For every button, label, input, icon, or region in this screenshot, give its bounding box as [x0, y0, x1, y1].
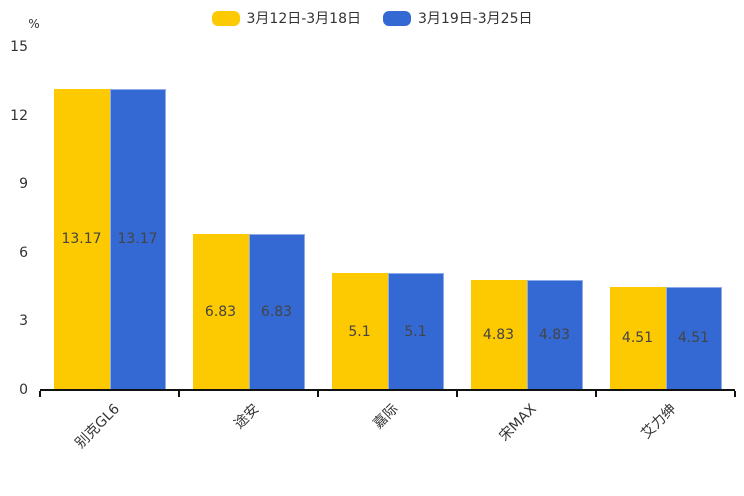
legend-item-week1[interactable]: 3月12日-3月18日: [211, 8, 362, 28]
legend-label-week1: 3月12日-3月18日: [246, 11, 362, 27]
bar-value-label: 4.83: [482, 326, 515, 343]
legend-label-week2: 3月19日-3月25日: [418, 11, 533, 27]
bar-value-label: 4.51: [621, 330, 654, 347]
plot-area: 13.17 13.17 6.83 6.83 5.1 5.1 4.83 4.83 4.51 4.51: [40, 47, 735, 390]
x-category-label: 别克GL6: [72, 401, 123, 452]
y-tick-label: 0: [19, 382, 28, 398]
bar-艾力绅-series0: 4.51: [609, 286, 666, 390]
legend-swatch-week1: [211, 10, 240, 26]
bar-value-label: 6.83: [260, 303, 293, 320]
bar-艾力绅-series1: 4.51: [665, 286, 722, 390]
bar-途安-series1: 6.83: [248, 233, 305, 390]
bar-value-label: 4.51: [677, 330, 710, 347]
bar-宋MAX-series1: 4.83: [526, 279, 583, 390]
legend-swatch-week2: [383, 10, 411, 26]
bar-value-label: 13.17: [117, 231, 158, 248]
bar-嘉际-series1: 5.1: [387, 273, 444, 390]
x-axis-tick: [595, 391, 597, 397]
bar-value-label: 6.83: [204, 303, 237, 320]
bar-别克GL6-series0: 13.17: [53, 88, 110, 390]
bar-value-label: 5.1: [404, 323, 427, 340]
bar-途安-series0: 6.83: [192, 233, 249, 390]
legend: 3月12日-3月18日 3月19日-3月25日: [0, 8, 744, 28]
legend-item-week2[interactable]: 3月19日-3月25日: [383, 8, 533, 28]
bar-value-label: 13.17: [61, 231, 102, 248]
y-tick-label: 15: [10, 39, 28, 55]
x-category-label: 途安: [230, 401, 262, 433]
bar-宋MAX-series0: 4.83: [470, 279, 527, 390]
x-axis-tick: [317, 391, 319, 397]
x-axis-tick: [178, 391, 180, 397]
x-category-label: 嘉际: [369, 401, 401, 433]
x-category-label: 艾力绅: [637, 401, 679, 443]
y-tick-label: 6: [19, 244, 28, 261]
y-tick-label: 3: [19, 313, 28, 330]
x-category-label: 宋MAX: [496, 401, 540, 445]
bar-value-label: 5.1: [348, 323, 371, 340]
y-tick-label: 9: [19, 176, 28, 193]
bar-嘉际-series0: 5.1: [331, 273, 388, 390]
y-axis-unit-label: %: [28, 17, 40, 31]
x-axis-tick: [456, 391, 458, 397]
y-tick-label: 12: [10, 107, 28, 124]
x-axis-line: [40, 389, 735, 391]
x-axis-tick: [734, 391, 736, 397]
bar-value-label: 4.83: [538, 326, 571, 343]
x-axis-tick: [39, 391, 41, 397]
bar-别克GL6-series1: 13.17: [109, 88, 166, 390]
